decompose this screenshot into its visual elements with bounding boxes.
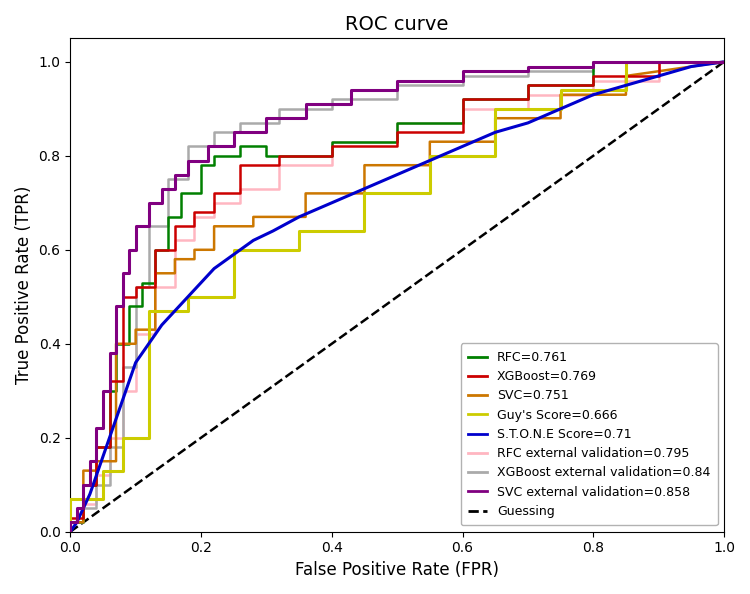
X-axis label: False Positive Rate (FPR): False Positive Rate (FPR) xyxy=(296,561,500,579)
Y-axis label: True Positive Rate (TPR): True Positive Rate (TPR) xyxy=(15,186,33,384)
Legend: RFC=0.761, XGBoost=0.769, SVC=0.751, Guy's Score=0.666, S.T.O.N.E Score=0.71, RF: RFC=0.761, XGBoost=0.769, SVC=0.751, Guy… xyxy=(460,343,718,526)
Title: ROC curve: ROC curve xyxy=(346,15,448,34)
